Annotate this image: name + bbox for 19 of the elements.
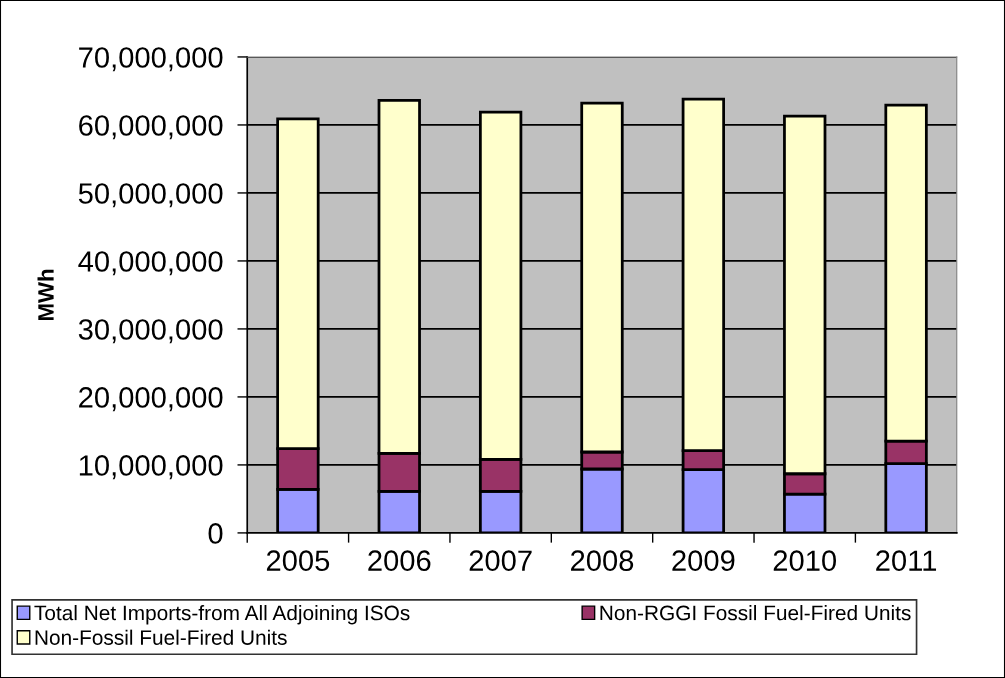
x-tick-label: 2011 [876, 550, 937, 571]
y-tick-label: 10,000,000 [79, 455, 223, 480]
x-tick-label: 2010 [773, 550, 837, 571]
y-tick-label: 20,000,000 [79, 387, 223, 412]
y-tick-label: 30,000,000 [78, 319, 223, 344]
y-axis-title: MWh [37, 269, 54, 320]
legend-label: Total Net Imports-from All Adjoining ISOs [34, 605, 410, 625]
y-tick-label: 60,000,000 [79, 115, 223, 140]
legend-label: Non-RGGI Fossil Fuel-Fired Units [600, 605, 911, 621]
legend-label: Non-Fossil Fuel-Fired Units [35, 629, 287, 645]
x-tick-label: 2007 [469, 550, 532, 571]
x-tick-label: 2009 [672, 550, 735, 571]
y-tick-label: 40,000,000 [78, 251, 223, 276]
x-tick-label: 2008 [571, 550, 634, 571]
y-tick-label: 70,000,000 [79, 47, 223, 72]
x-tick-label: 2006 [368, 550, 431, 571]
y-tick-label: 50,000,000 [78, 183, 223, 208]
y-tick-label: 0 [208, 523, 223, 544]
x-tick-label: 2005 [266, 550, 330, 571]
